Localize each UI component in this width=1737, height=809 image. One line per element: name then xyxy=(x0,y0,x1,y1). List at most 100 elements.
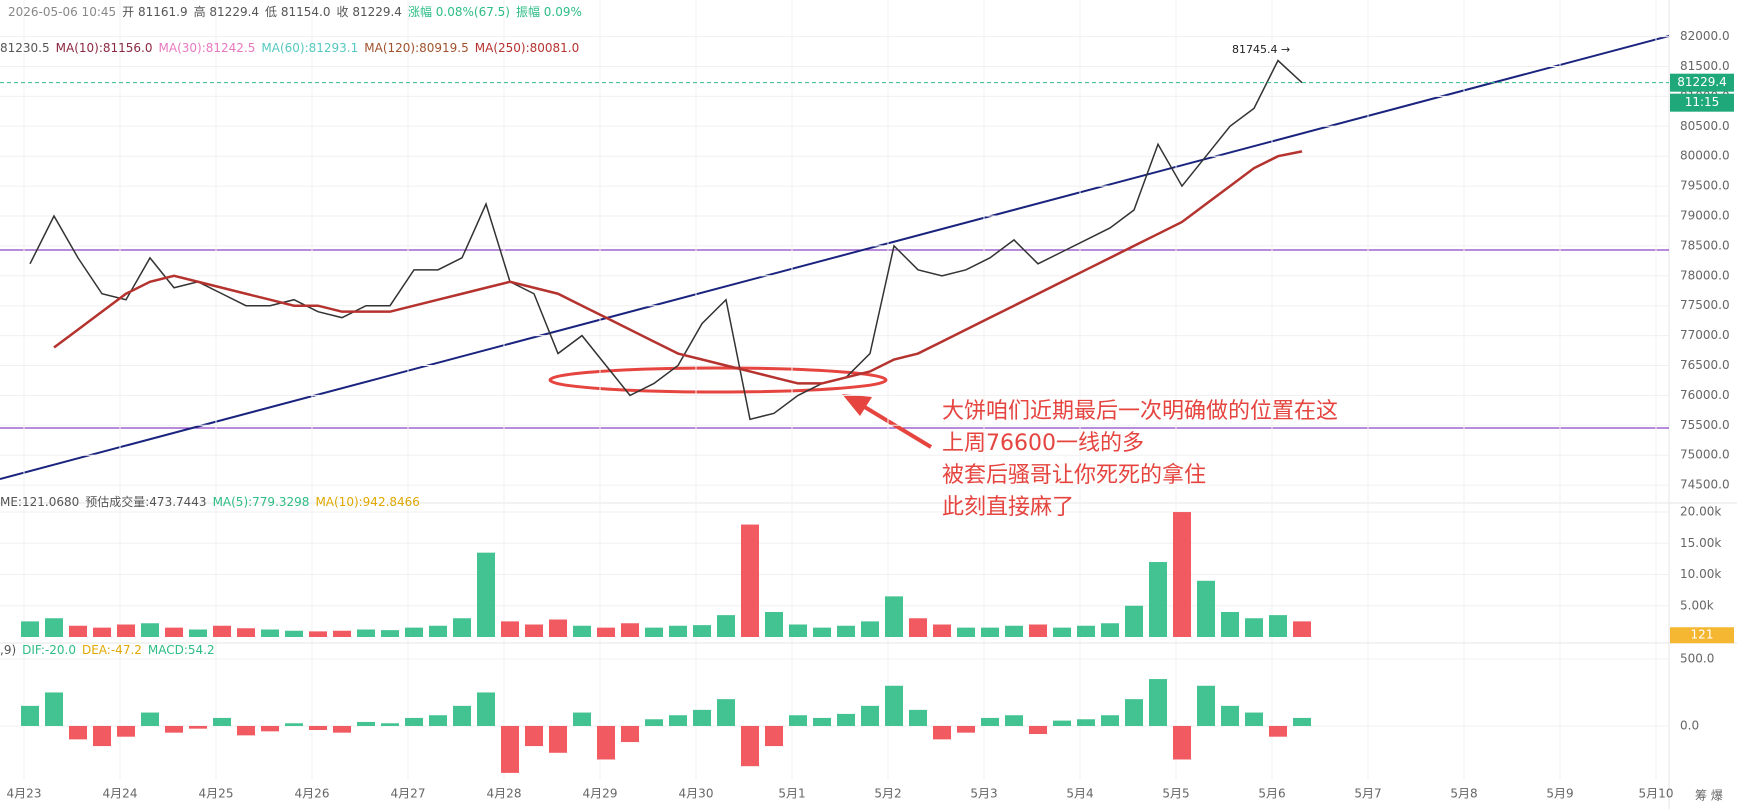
volume-bar xyxy=(213,625,231,637)
volume-bar xyxy=(909,618,927,637)
macd-bar xyxy=(333,725,351,733)
macd-bar xyxy=(573,712,591,726)
volume-bar xyxy=(765,612,783,637)
x-tick-label: 5月1 xyxy=(778,787,805,801)
macd-bar xyxy=(357,721,375,726)
volume-bar xyxy=(1077,625,1095,637)
x-tick-label: 4月24 xyxy=(103,787,138,801)
countdown-label: 11:15 xyxy=(1685,95,1720,109)
macd-bar xyxy=(381,723,399,726)
volume-bar xyxy=(837,625,855,637)
volume-bar xyxy=(861,621,879,637)
header-item: MA(10):81156.0 xyxy=(56,41,153,55)
macd-bar xyxy=(1221,705,1239,726)
volume-bar xyxy=(693,625,711,637)
annotation-text: 被套后骚哥让你死死的拿住 xyxy=(942,462,1206,488)
highlight-ellipse xyxy=(548,366,888,394)
header-item: 收 81229.4 xyxy=(337,5,402,19)
y-tick-label: 81500.0 xyxy=(1680,59,1730,73)
volume-bar xyxy=(477,552,495,637)
arrow-head xyxy=(842,394,872,416)
macd-bar xyxy=(213,717,231,726)
header-item: ,9) xyxy=(0,643,16,657)
macd-bar xyxy=(1125,699,1143,726)
volume-bar xyxy=(21,621,39,637)
volume-bar xyxy=(525,624,543,637)
volume-tag xyxy=(1670,627,1734,644)
macd-bar xyxy=(717,699,735,726)
header-line: 81230.5 MA(10):81156.0 MA(30):81242.5 MA(60… xyxy=(0,41,579,55)
macd-bar xyxy=(1269,725,1287,737)
volume-bar xyxy=(933,624,951,637)
y-tick-label: 76000.0 xyxy=(1680,388,1730,402)
macd-bar xyxy=(693,709,711,726)
macd-bar xyxy=(597,725,615,760)
macd-bar xyxy=(909,709,927,726)
volume-bar xyxy=(237,628,255,637)
header-item: 低 81154.0 xyxy=(265,5,330,19)
volume-bar xyxy=(141,623,159,637)
countdown-tag xyxy=(1670,93,1734,112)
header-item: DEA:-47.2 xyxy=(82,643,142,657)
volume-bar xyxy=(453,618,471,637)
volume-bar xyxy=(1125,605,1143,637)
y-tick-label: 78500.0 xyxy=(1680,238,1730,252)
volume-bar xyxy=(1221,612,1239,637)
macd-bar xyxy=(525,725,543,747)
macd-bar xyxy=(1101,715,1119,726)
macd-bar xyxy=(69,725,87,740)
y-tick-label: 80000.0 xyxy=(1680,149,1730,163)
macd-bar xyxy=(405,717,423,726)
y-tick-label: 77500.0 xyxy=(1680,298,1730,312)
macd-bar xyxy=(741,725,759,767)
x-tick-label: 4月29 xyxy=(583,787,618,801)
macd-bar xyxy=(1197,685,1215,726)
x-tick-label: 5月9 xyxy=(1546,787,1573,801)
macd-bar xyxy=(477,692,495,726)
volume-bar xyxy=(501,621,519,637)
x-tick-label: 5月10 xyxy=(1639,787,1674,801)
macd-bar xyxy=(309,725,327,730)
y-tick-label: 78000.0 xyxy=(1680,268,1730,282)
x-tick-label: 5月2 xyxy=(874,787,901,801)
volume-bar xyxy=(981,627,999,637)
macd-bar xyxy=(453,705,471,726)
x-tick-label: 4月30 xyxy=(679,787,714,801)
y-tick-label: 76500.0 xyxy=(1680,358,1730,372)
volume-bar xyxy=(1245,618,1263,637)
header-item: MA(60):81293.1 xyxy=(261,41,358,55)
volume-bar xyxy=(549,619,567,637)
header-item: 开 81161.9 xyxy=(122,5,187,19)
macd-bar xyxy=(1077,719,1095,726)
x-tick-label: 5月6 xyxy=(1258,787,1285,801)
x-tick-label: 4月28 xyxy=(487,787,522,801)
header-item: MA(30):81242.5 xyxy=(159,41,256,55)
header-item: ME:121.0680 xyxy=(0,495,79,509)
header-item: MACD:54.2 xyxy=(148,643,215,657)
header-line: 2026-05-06 10:45 开 81161.9 高 81229.4 低 8115… xyxy=(8,4,582,19)
header-item: 涨幅 0.08%(67.5) xyxy=(408,4,510,19)
last-price-label: 81229.4 xyxy=(1677,75,1727,89)
volume-bar xyxy=(285,630,303,637)
y-tick-label: 82000.0 xyxy=(1680,29,1730,43)
macd-bar xyxy=(1149,679,1167,726)
macd-bar xyxy=(93,725,111,747)
volume-bar xyxy=(381,630,399,637)
y-tick-label: 20.00k xyxy=(1680,505,1721,519)
volume-bar xyxy=(189,629,207,637)
y-tick-label: 75500.0 xyxy=(1680,418,1730,432)
last-price-tag xyxy=(1670,73,1734,92)
x-tick-label: 5月7 xyxy=(1354,787,1381,801)
header-item: MA(250):80081.0 xyxy=(475,41,580,55)
x-tick-label: 4月26 xyxy=(295,787,330,801)
volume-bar xyxy=(261,629,279,637)
y-tick-label: 15.00k xyxy=(1680,536,1721,550)
annotation-text: 此刻直接麻了 xyxy=(942,495,1074,520)
macd-bar xyxy=(117,725,135,737)
macd-bar xyxy=(837,713,855,726)
y-tick-label: 500.0 xyxy=(1680,651,1714,665)
macd-bar xyxy=(1005,715,1023,726)
header-item: 振幅 0.09% xyxy=(516,4,582,19)
